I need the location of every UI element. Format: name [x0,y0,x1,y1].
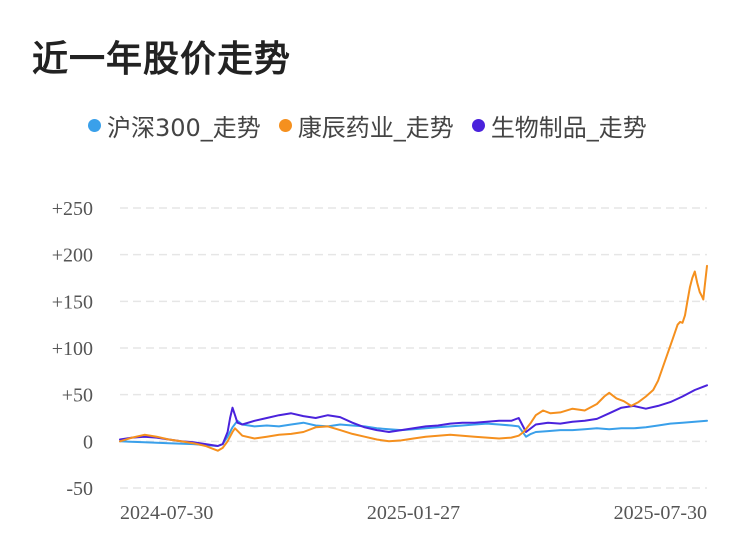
legend-dot-kangchen [278,119,292,132]
legend-dot-hs300 [88,119,101,132]
legend: 沪深300_走势 康辰药业_走势 生物制品_走势 [88,108,665,143]
x-tick-label: 2025-01-27 [367,502,460,524]
x-axis-ticks: 2024-07-30 2025-01-27 2025-07-30 [120,502,707,524]
y-tick-label: +100 [52,338,93,360]
series-line-1 [119,264,708,452]
y-tick-label: +200 [52,245,93,267]
grid-lines [120,207,707,489]
series-line-2 [119,384,708,447]
legend-label-kangchen: 康辰药业_走势 [297,114,454,142]
x-tick-label: 2025-07-30 [614,502,707,524]
x-tick-label: 2024-07-30 [120,502,213,524]
y-tick-label: +250 [52,198,93,220]
legend-item-bio[interactable]: 生物制品_走势 [471,108,647,143]
legend-label-hs300: 沪深300_走势 [107,114,261,142]
y-tick-label: 0 [83,431,93,453]
legend-dot-bio [471,119,485,132]
y-tick-label: +150 [52,291,93,313]
series-lines [119,264,708,452]
legend-item-hs300[interactable]: 沪深300_走势 [88,108,261,143]
y-axis-ticks: -50 0 +50 +100 +150 +200 +250 [52,198,93,500]
legend-item-kangchen[interactable]: 康辰药业_走势 [278,108,454,143]
legend-label-bio: 生物制品_走势 [490,114,647,142]
chart-title: 近一年股价走势 [32,39,292,80]
y-tick-label: -50 [66,478,93,500]
y-tick-label: +50 [62,385,93,407]
series-line-0 [119,419,708,447]
